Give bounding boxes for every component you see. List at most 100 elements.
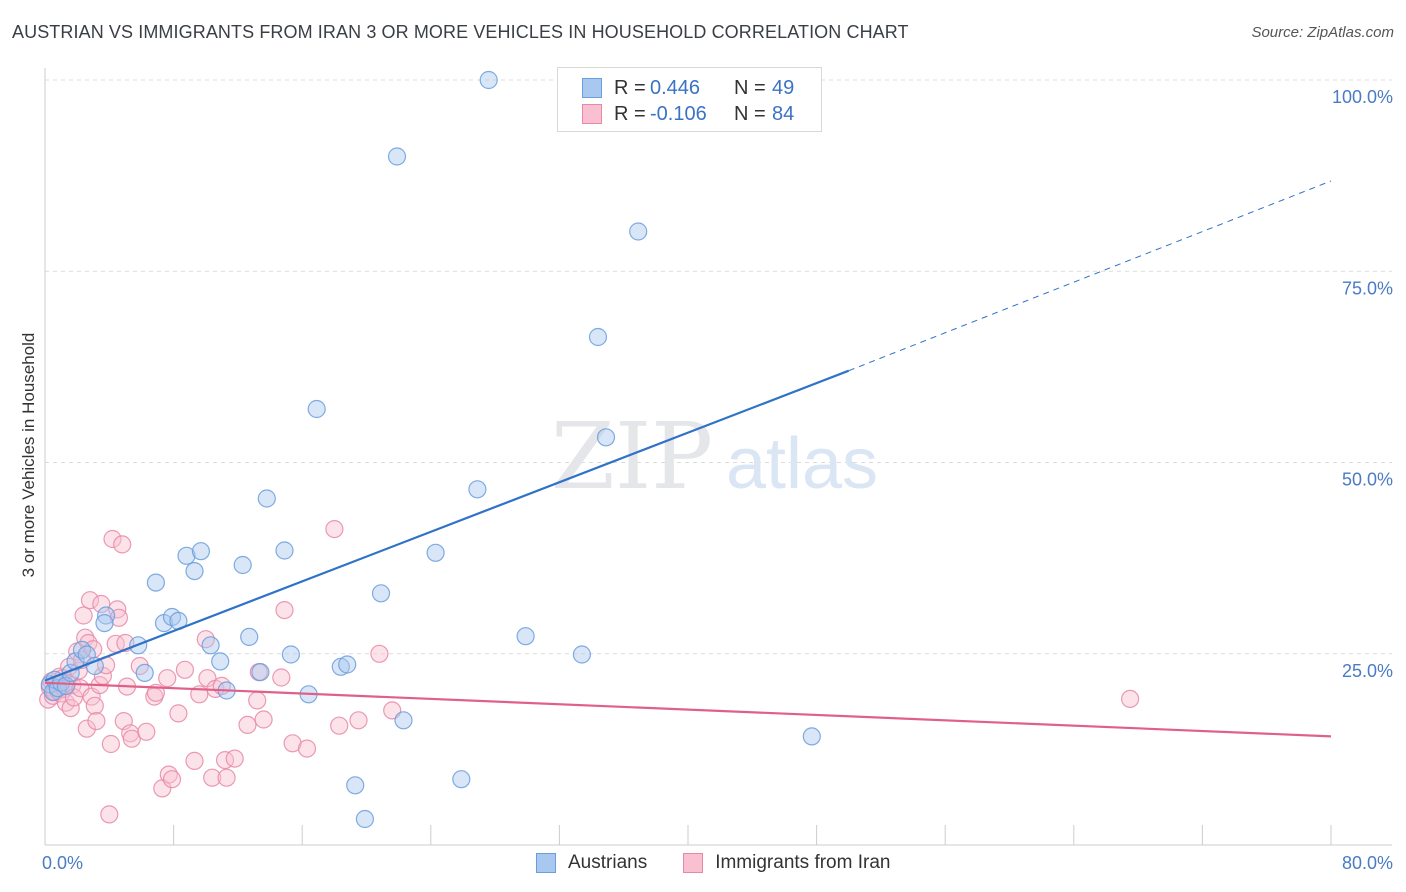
y-tick-label: 50.0% [1342, 470, 1393, 490]
x-tick-label: 0.0% [42, 853, 83, 873]
iran-label: Immigrants from Iran [715, 852, 891, 873]
iran-point [1120, 689, 1140, 709]
iran-point [61, 698, 80, 718]
austrian-point [177, 546, 196, 565]
austrian-point [468, 480, 487, 499]
legend-swatch-austrians [582, 78, 602, 98]
bottom-legend-iran[interactable]: Immigrants from Iran [683, 852, 890, 874]
legend-swatch-iran [582, 104, 602, 124]
iran-point [272, 668, 291, 687]
austrian-point [275, 541, 294, 560]
chart-source: Source: ZipAtlas.com [1251, 24, 1394, 41]
iran-point [79, 633, 98, 653]
legend-row-iran: R = -0.106 N = 84 [582, 102, 794, 126]
iran-point [217, 768, 236, 787]
austrians-label: Austrians [568, 852, 648, 873]
austrian-point [426, 543, 445, 562]
chart-title: AUSTRIAN VS IMMIGRANTS FROM IRAN 3 OR MO… [12, 22, 909, 42]
legend-r-label: R = [614, 76, 646, 99]
austrian-point [355, 809, 374, 829]
iran-point [325, 519, 344, 539]
iran-point [87, 711, 106, 731]
iran-point [103, 529, 122, 549]
iran-point [100, 805, 119, 824]
iran-point [85, 696, 104, 715]
iran-point [185, 751, 204, 771]
iran-point [122, 729, 141, 748]
legend-n-value: 49 [772, 76, 795, 99]
y-tick-label: 75.0% [1342, 278, 1393, 298]
watermark-atlas: atlas [726, 424, 878, 504]
austrian-point [281, 645, 300, 664]
austrian-point [201, 636, 220, 655]
grid-lines [45, 79, 1392, 655]
iran-point [254, 710, 273, 729]
watermark-zip: ZIP [551, 403, 713, 510]
iran-point [248, 691, 267, 710]
legend-box: R = 0.446 N = 49 R = -0.106 N = 84 [557, 67, 822, 132]
austrian-point [185, 561, 204, 581]
trend-lines [44, 180, 1332, 738]
austrian-trend-line [44, 369, 850, 682]
iran-point [113, 535, 132, 554]
austrian-point [338, 655, 357, 674]
iran-point [275, 600, 294, 620]
legend-r-value: 0.446 [650, 76, 701, 99]
iran-point [225, 749, 244, 768]
bottom-legend: Austrians Immigrants from Iran [536, 852, 926, 874]
y-axis-label: 3 or more Vehicles in Household [19, 333, 38, 578]
legend-r-label: R = [614, 102, 646, 125]
iran-point [238, 715, 257, 735]
legend-n-label: N = [734, 76, 766, 99]
austrian-point [371, 584, 391, 603]
austrian-point [479, 70, 498, 90]
austrian-point [240, 627, 259, 647]
watermark: ZIP atlas [551, 403, 878, 510]
austrian-point [346, 776, 365, 795]
austrian-point [802, 727, 821, 746]
iran-point [162, 770, 182, 789]
austrian-point [516, 627, 535, 646]
iran-point [370, 644, 389, 663]
austrian-point [251, 662, 270, 682]
tick-labels: 25.0% 50.0% 75.0% 100.0% 0.0% 80.0% [42, 87, 1393, 873]
iran-point [196, 630, 215, 649]
legend-r-value: -0.106 [650, 102, 707, 125]
austrian-point [146, 573, 165, 592]
axes [44, 68, 1392, 846]
austrians-swatch [536, 853, 556, 873]
x-tick-label: 80.0% [1342, 853, 1393, 873]
austrian-point [596, 428, 616, 447]
iran-points [39, 519, 1140, 824]
iran-point [330, 716, 349, 735]
legend-n-value: 84 [772, 102, 795, 125]
iran-point [203, 768, 222, 787]
iran-swatch [683, 853, 704, 873]
austrian-point [452, 770, 471, 789]
iran-point [297, 739, 317, 758]
austrian-point [387, 147, 407, 166]
austrian-point [572, 645, 592, 664]
y-tick-label: 100.0% [1332, 87, 1393, 107]
iran-point [349, 711, 368, 730]
austrian-point [394, 711, 413, 730]
iran-point [158, 669, 177, 688]
austrian-point [211, 652, 230, 671]
iran-point [137, 722, 156, 741]
austrian-point [96, 606, 116, 625]
iran-point [74, 606, 93, 625]
austrian-point [588, 327, 608, 347]
legend-row-austrians: R = 0.446 N = 49 [582, 76, 794, 100]
iran-point [101, 734, 121, 754]
austrian-point [85, 656, 104, 676]
austrian-point [95, 613, 114, 633]
y-tick-label: 25.0% [1342, 661, 1393, 681]
austrian-point [135, 663, 154, 683]
austrian-point [191, 542, 210, 561]
iran-point [175, 660, 194, 679]
bottom-legend-austrians[interactable]: Austrians [536, 852, 647, 874]
austrian-trend-extension [848, 180, 1332, 372]
iran-point [80, 591, 100, 610]
austrian-point [629, 222, 648, 241]
